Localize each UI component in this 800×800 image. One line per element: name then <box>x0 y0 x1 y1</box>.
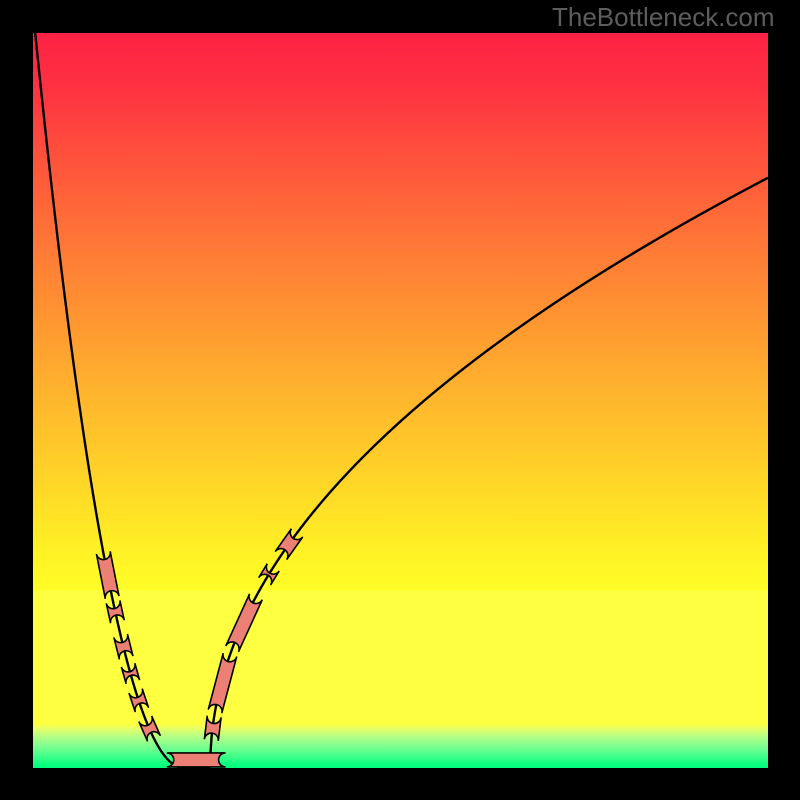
marker-capsule <box>167 753 226 767</box>
chart-svg <box>0 0 800 800</box>
chart-root: TheBottleneck.com <box>0 0 800 800</box>
plot-area-gradient <box>33 33 768 768</box>
watermark-text: TheBottleneck.com <box>552 2 775 33</box>
